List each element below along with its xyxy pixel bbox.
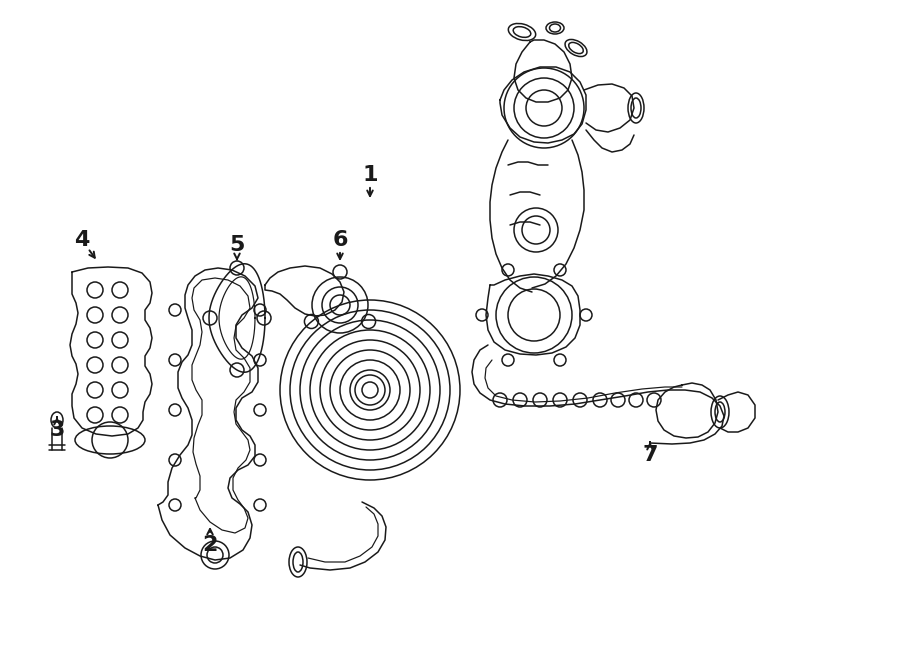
- Text: 4: 4: [75, 230, 90, 250]
- Circle shape: [87, 407, 103, 423]
- Circle shape: [112, 282, 128, 298]
- Circle shape: [112, 307, 128, 323]
- Text: 6: 6: [332, 230, 347, 250]
- Text: 1: 1: [362, 165, 378, 185]
- Circle shape: [87, 307, 103, 323]
- Circle shape: [112, 357, 128, 373]
- Circle shape: [355, 375, 385, 405]
- Circle shape: [112, 382, 128, 398]
- Polygon shape: [70, 267, 152, 436]
- Circle shape: [112, 332, 128, 348]
- Circle shape: [87, 282, 103, 298]
- Text: 3: 3: [50, 420, 65, 440]
- Text: 7: 7: [643, 445, 658, 465]
- Circle shape: [87, 332, 103, 348]
- Circle shape: [87, 357, 103, 373]
- Text: 5: 5: [230, 235, 245, 255]
- Circle shape: [87, 382, 103, 398]
- Text: 2: 2: [202, 535, 218, 555]
- Circle shape: [112, 407, 128, 423]
